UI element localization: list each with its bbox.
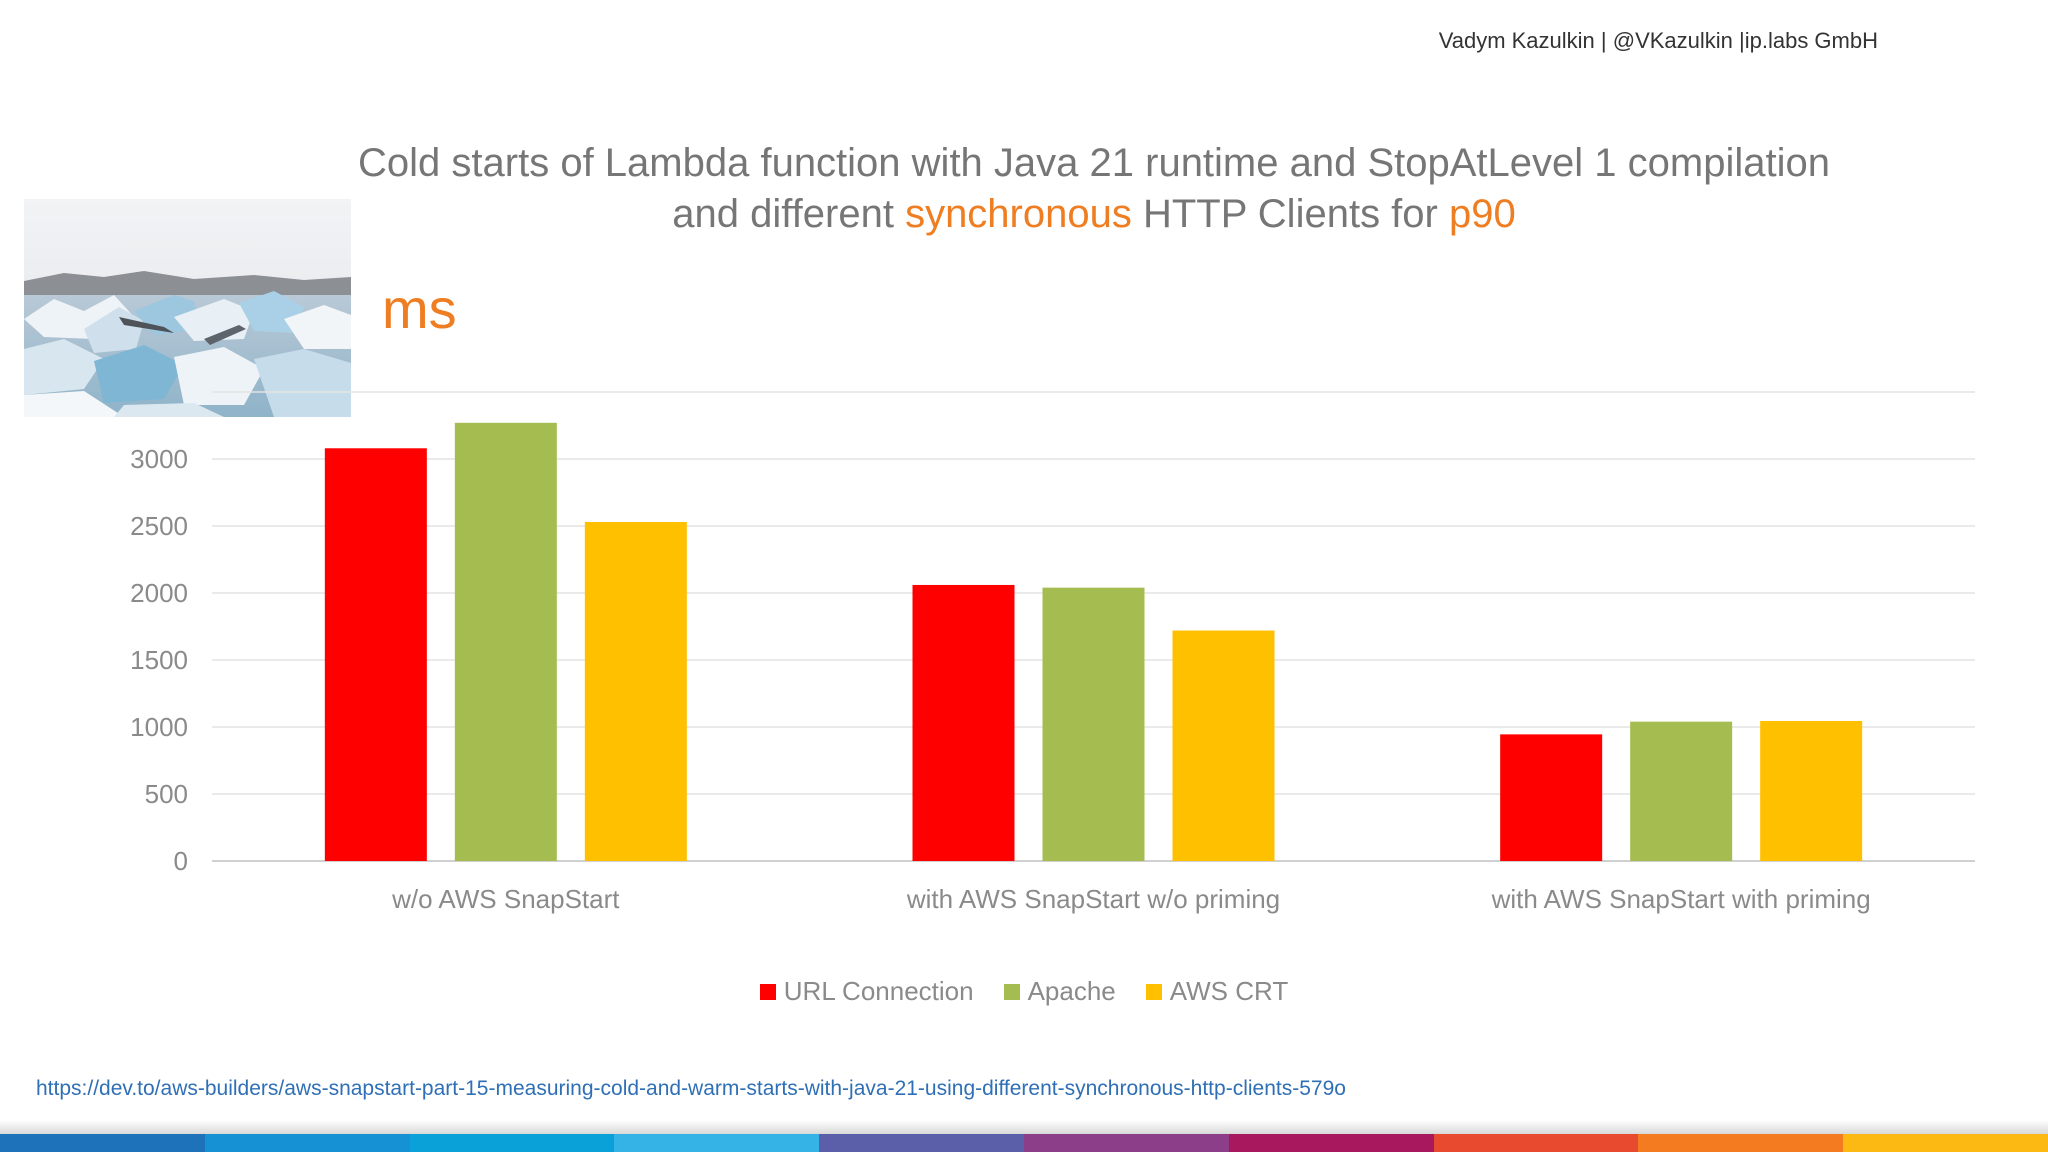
strip-segment [204,1134,410,1152]
y-tick-label: 0 [174,846,188,876]
strip-segment [1433,1134,1639,1152]
x-category-label: w/o AWS SnapStart [391,884,620,914]
y-tick-label: 3000 [130,444,188,474]
bar-chart: 0 500 1000 1500 2000 2500 3000 w/o AWS SnapStar… [130,391,1975,914]
footer-color-strip [0,1134,2048,1152]
y-tick-label: 2500 [130,511,188,541]
bar-apache-2 [1042,587,1145,861]
strip-segment [409,1134,615,1152]
slide-title: Cold starts of Lambda function with Java… [0,138,2048,240]
bar-url-connection-1 [324,448,427,861]
legend-swatch [759,983,776,1000]
legend-item: URL Connection [759,976,974,1007]
legend-label: AWS CRT [1169,976,1289,1006]
title-accent-p90: p90 [1448,192,1516,236]
y-axis-unit-label: ms [382,277,457,340]
x-category-label: with AWS SnapStart with priming [1491,884,1871,914]
strip-segment [1843,1134,2048,1152]
y-tick-label: 500 [145,779,188,809]
chart-legend: URL Connection Apache AWS CRT [0,976,2048,1007]
bar-aws-crt-1 [584,521,687,861]
strip-segment [0,1134,205,1152]
title-line-2-prefix: and different [672,192,906,236]
bar-aws-crt-2 [1172,630,1275,861]
legend-swatch [1145,983,1162,1000]
glacier-ice-illustration [24,199,351,417]
bar-apache-3 [1630,721,1733,861]
legend-swatch [1003,983,1020,1000]
title-line-2: and different synchronous HTTP Clients f… [140,189,2048,240]
title-accent-synchronous: synchronous [905,192,1132,236]
legend-item: Apache [1003,976,1116,1007]
strip-segment [1638,1134,1844,1152]
legend-item: AWS CRT [1145,976,1289,1007]
strip-segment [614,1134,820,1152]
y-tick-label: 1000 [130,712,188,742]
bar-url-connection-2 [912,584,1015,861]
bar-url-connection-3 [1500,734,1603,861]
y-tick-label: 2000 [130,578,188,608]
footer-shadow [0,1120,2048,1134]
legend-label: URL Connection [783,976,974,1006]
legend-label: Apache [1027,976,1116,1006]
strip-segment [1023,1134,1229,1152]
glacier-ice-photo [24,199,351,417]
presenter-credit: Vadym Kazulkin | @VKazulkin |ip.labs Gmb… [1438,28,1878,53]
bar-apache-1 [454,422,557,861]
title-line-1: Cold starts of Lambda function with Java… [358,141,1830,185]
x-category-label: with AWS SnapStart w/o priming [906,884,1280,914]
title-line-2-middle: HTTP Clients for [1131,192,1449,236]
strip-segment [819,1134,1024,1152]
source-link[interactable]: https://dev.to/aws-builders/aws-snapstar… [36,1077,1346,1100]
bar-aws-crt-3 [1760,720,1863,861]
y-tick-label: 1500 [130,645,188,675]
strip-segment [1228,1134,1434,1152]
